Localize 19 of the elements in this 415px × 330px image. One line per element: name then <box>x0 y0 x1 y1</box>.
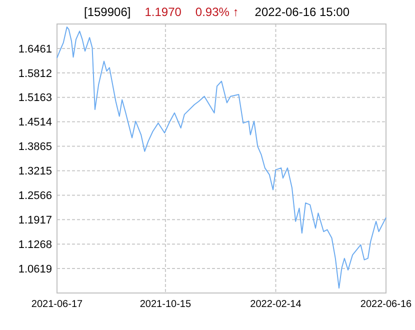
x-tick-label: 2022-02-14 <box>250 299 302 310</box>
y-tick-label: 1.6461 <box>18 43 52 56</box>
y-tick-label: 1.1268 <box>18 238 52 251</box>
y-tick-label: 1.3215 <box>18 166 52 178</box>
x-tick-label: 2022-06-16 <box>360 299 412 310</box>
x-tick-label: 2021-10-15 <box>140 299 192 310</box>
y-tick-label: 1.3865 <box>18 141 52 154</box>
y-tick-label: 1.4514 <box>18 116 52 129</box>
line-series <box>56 26 386 289</box>
text: 2022-06-16 15:00 <box>254 5 350 19</box>
y-tick-label: 1.5163 <box>18 92 52 104</box>
y-tick-label: 1.2566 <box>18 190 52 202</box>
x-tick-label: 2021-06-17 <box>31 299 84 310</box>
y-tick-label: 1.0619 <box>18 263 52 276</box>
chart-title: [159906] <box>84 5 131 19</box>
y-tick-label: 1.1917 <box>18 214 52 226</box>
text: 0.93% ↑ <box>195 5 239 19</box>
y-tick-label: 1.5812 <box>18 68 52 80</box>
text: 1.1970 <box>144 5 182 19</box>
